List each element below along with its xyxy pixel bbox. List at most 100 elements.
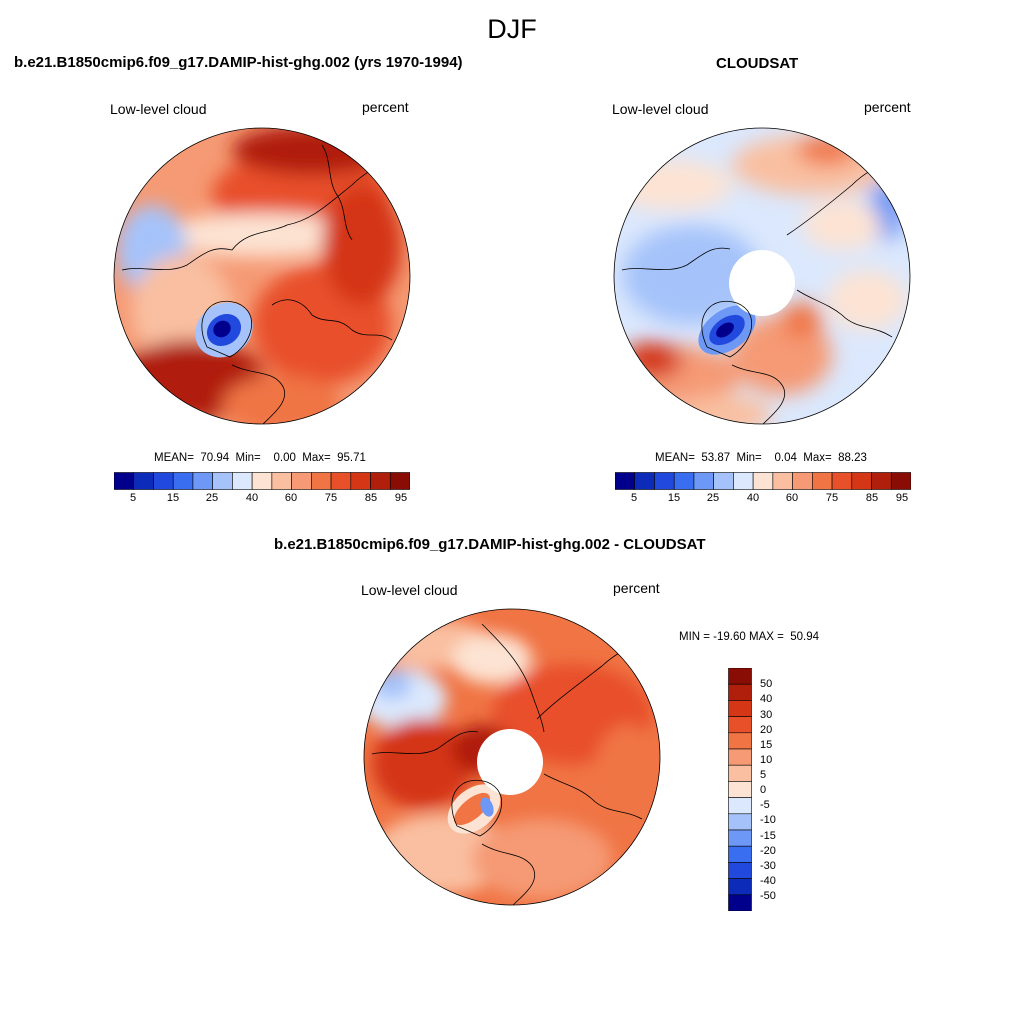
difference-colorbar-label: -5 [760, 799, 770, 811]
difference-colorbar-label: 50 [760, 678, 773, 690]
colorbar-box [728, 878, 752, 896]
colorbar-box [370, 472, 391, 490]
colorbar-box [153, 472, 174, 490]
cloudsat-colorbar-labels: 5 15 25 40 60 75 85 95 [615, 492, 911, 508]
difference-units-label: percent [613, 580, 660, 596]
model-units-label: percent [362, 99, 409, 115]
model-colorbar-labels: 5 15 25 40 60 75 85 95 [114, 492, 410, 508]
cloudsat-units-label: percent [864, 99, 911, 115]
model-colorbar-label: 5 [129, 492, 137, 504]
model-colorbar-label: 25 [205, 492, 219, 504]
cloudsat-polar-map [613, 127, 911, 425]
colorbar-box [114, 472, 135, 490]
difference-colorbar-label: 30 [760, 709, 773, 721]
cloudsat-colorbar-label: 15 [667, 492, 681, 504]
difference-colorbar-label: 40 [760, 693, 773, 705]
cloudsat-variable-label: Low-level cloud [612, 101, 709, 117]
colorbar-box [673, 472, 695, 490]
model-colorbar-label: 75 [324, 492, 338, 504]
colorbar-box [728, 862, 752, 879]
colorbar-box [792, 472, 813, 490]
difference-colorbar-label: -30 [760, 860, 776, 872]
cloudsat-colorbar-label: 60 [785, 492, 799, 504]
colorbar-box [812, 472, 833, 490]
difference-colorbar-label: 0 [760, 784, 767, 796]
colorbar-box [634, 472, 655, 490]
difference-colorbar-label: 15 [760, 739, 773, 751]
model-colorbar-boxes [114, 472, 410, 490]
model-colorbar-label: 85 [364, 492, 378, 504]
difference-colorbar-label: -10 [760, 814, 776, 826]
difference-stats: MIN = -19.60 MAX = 50.94 [679, 631, 819, 643]
model-colorbar-label: 95 [394, 492, 408, 504]
colorbar-box [192, 472, 213, 490]
colorbar-box [728, 716, 752, 734]
cloudsat-colorbar-label: 40 [746, 492, 760, 504]
colorbar-box [831, 472, 853, 490]
colorbar-box [728, 781, 752, 798]
difference-colorbar-label: 20 [760, 724, 773, 736]
colorbar-box [713, 472, 734, 490]
difference-panel-title: b.e21.B1850cmip6.f09_g17.DAMIP-hist-ghg.… [274, 536, 706, 553]
difference-colorbar-label: -50 [760, 890, 776, 902]
colorbar-box [212, 472, 233, 490]
colorbar-box [728, 894, 752, 911]
model-stats: MEAN= 70.94 Min= 0.00 Max= 95.71 [154, 452, 366, 464]
difference-colorbar-label: 10 [760, 754, 773, 766]
model-colorbar-label: 60 [284, 492, 298, 504]
colorbar-box [728, 797, 752, 815]
colorbar-box [693, 472, 714, 490]
colorbar-box [330, 472, 352, 490]
colorbar-box [728, 813, 752, 831]
colorbar-box [752, 472, 774, 490]
difference-colorbar-labels: 50 40 30 20 15 10 5 0 -5 -10 -15 -20 -30… [760, 668, 800, 911]
cloudsat-colorbar-label: 5 [630, 492, 638, 504]
model-colorbar-label: 15 [166, 492, 180, 504]
colorbar-box [251, 472, 273, 490]
model-colorbar-label: 40 [245, 492, 259, 504]
colorbar-box [728, 732, 752, 750]
colorbar-box [291, 472, 312, 490]
colorbar-box [311, 472, 332, 490]
model-variable-label: Low-level cloud [110, 101, 207, 117]
colorbar-box [733, 472, 754, 490]
colorbar-box [232, 472, 253, 490]
colorbar-box [271, 472, 292, 490]
figure-title: DJF [487, 14, 537, 44]
colorbar-box [728, 700, 752, 717]
colorbar-box [728, 668, 752, 685]
difference-colorbar [728, 668, 752, 911]
colorbar-box [851, 472, 872, 490]
difference-colorbar-label: -40 [760, 875, 776, 887]
cloudsat-panel-title: CLOUDSAT [716, 55, 799, 72]
colorbar-box [890, 472, 911, 490]
colorbar-box [871, 472, 892, 490]
colorbar-box [389, 472, 410, 490]
cloudsat-colorbar-label: 95 [895, 492, 909, 504]
colorbar-box [615, 472, 636, 490]
cloudsat-colorbar-label: 25 [706, 492, 720, 504]
colorbar-box [133, 472, 154, 490]
colorbar-box [728, 683, 752, 701]
colorbar-box [728, 748, 752, 766]
colorbar-box [728, 845, 752, 863]
colorbar-box [350, 472, 371, 490]
model-panel-title: b.e21.B1850cmip6.f09_g17.DAMIP-hist-ghg.… [14, 54, 463, 71]
cloudsat-colorbar-boxes [615, 472, 911, 490]
difference-polar-map [363, 608, 661, 906]
difference-colorbar-label: -15 [760, 830, 776, 842]
colorbar-box [728, 764, 752, 782]
colorbar-box [728, 829, 752, 847]
difference-colorbar-label: 5 [760, 769, 767, 781]
colorbar-box [772, 472, 793, 490]
model-polar-map [113, 127, 411, 425]
difference-variable-label: Low-level cloud [361, 582, 458, 598]
colorbar-box [172, 472, 194, 490]
difference-colorbar-label: -20 [760, 845, 776, 857]
cloudsat-stats: MEAN= 53.87 Min= 0.04 Max= 88.23 [655, 452, 867, 464]
difference-colorbar-boxes [728, 668, 752, 911]
cloudsat-colorbar-label: 85 [865, 492, 879, 504]
colorbar-box [654, 472, 675, 490]
cloudsat-colorbar [615, 472, 911, 490]
model-colorbar [114, 472, 410, 490]
